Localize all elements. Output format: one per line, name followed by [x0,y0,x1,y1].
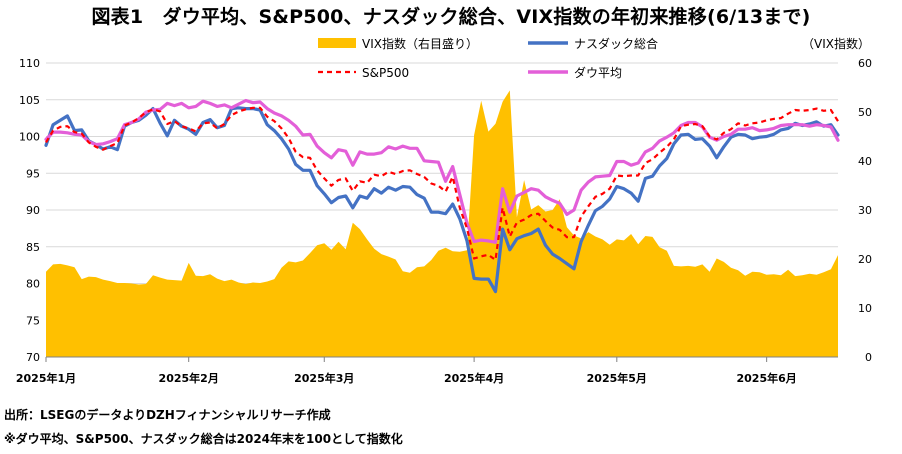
y-right-tick-50: 50 [858,106,872,119]
legend-item-sp500: S&P500 [318,66,409,80]
y-left-tick-95: 95 [26,167,40,180]
legend-label-sp500: S&P500 [362,66,409,80]
y-left-tick-105: 105 [19,94,40,107]
y-right-tick-20: 20 [858,253,872,266]
legend: VIX指数（右目盛り） ナスダック総合 S&P500 ダウ平均 [318,36,658,80]
y-left-tick-85: 85 [26,241,40,254]
y-left-tick-70: 70 [26,351,40,364]
y-left-tick-80: 80 [26,278,40,291]
y-left-tick-100: 100 [19,131,40,144]
y-left-tick-90: 90 [26,204,40,217]
y-right-tick-0: 0 [865,351,872,364]
y-right-tick-60: 60 [858,57,872,70]
y-left-tick-110: 110 [19,57,40,70]
legend-item-dow: ダウ平均 [528,65,622,80]
y-right-tick-30: 30 [858,204,872,217]
legend-label-dow: ダウ平均 [574,65,622,80]
chart-title: 図表1 ダウ平均、S&P500、ナスダック総合、VIX指数の年初来推移(6/13… [91,6,811,28]
legend-label-nasdaq: ナスダック総合 [574,36,658,51]
y-left-tick-75: 75 [26,314,40,327]
remark-note: ※ダウ平均、S&P500、ナスダック総合は2024年末を100として指数化 [4,432,403,446]
x-tick-label: 2025年1月 [16,371,76,385]
series-line-sp500 [45,106,839,262]
x-tick-label: 2025年5月 [587,371,647,385]
line-layer [44,98,840,294]
x-tick-label: 2025年2月 [159,371,219,385]
area-layer [46,90,838,358]
x-tick-label: 2025年6月 [737,371,797,385]
x-tick-label: 2025年4月 [444,371,504,385]
legend-item-nasdaq: ナスダック総合 [528,36,658,51]
right-axis-unit: （VIX指数） [802,36,870,51]
legend-swatch-vix [318,38,356,48]
source-note: 出所：LSEGのデータよりDZHフィナンシャルリサーチ作成 [4,408,331,422]
y-right-tick-10: 10 [858,302,872,315]
axis-layer: 70 75 80 85 90 95 100 105 110 0 10 20 30 40 50 60 2025年1… [16,57,872,385]
legend-label-vix: VIX指数（右目盛り） [362,36,478,51]
x-tick-label: 2025年3月 [294,371,354,385]
legend-item-vix: VIX指数（右目盛り） [318,36,478,51]
series-line-dow [44,98,840,244]
series-area-vix [46,90,838,358]
y-right-tick-40: 40 [858,155,872,168]
